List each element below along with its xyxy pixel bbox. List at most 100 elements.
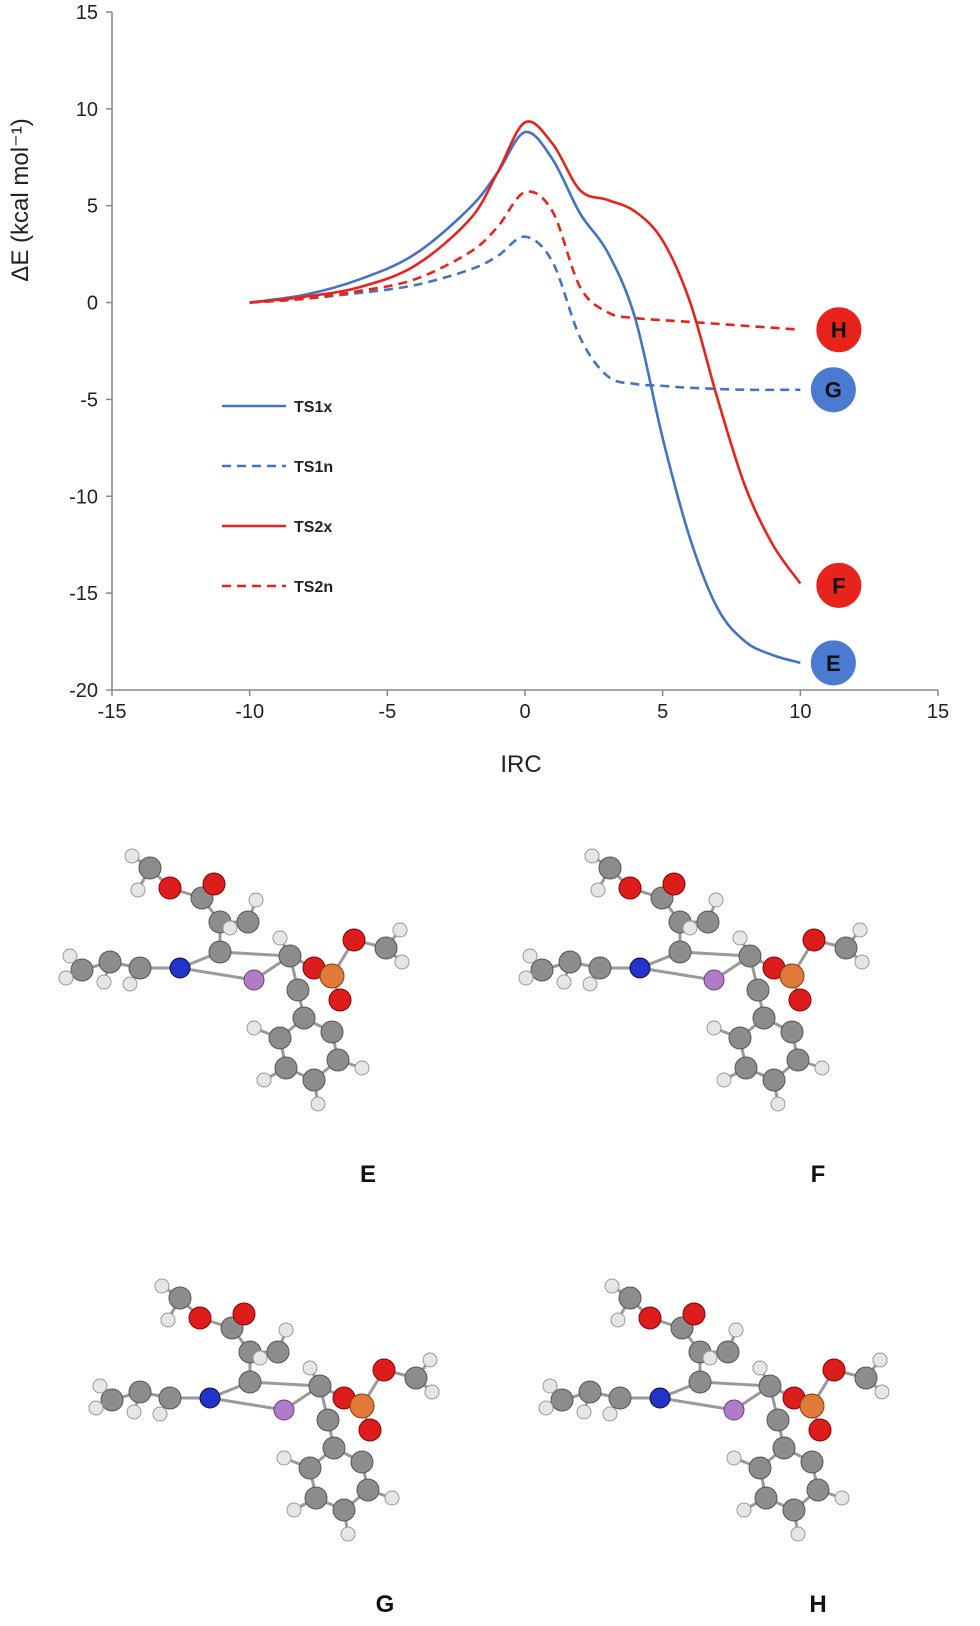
atom-h xyxy=(222,920,238,936)
atom-o xyxy=(158,876,182,900)
y-tick-label: 5 xyxy=(87,196,98,218)
atom-c xyxy=(298,1456,322,1480)
atom-h xyxy=(708,892,724,908)
atom-h xyxy=(852,922,868,938)
atom-h xyxy=(58,970,74,986)
atom-h xyxy=(152,1406,168,1422)
atom-n xyxy=(169,957,191,979)
atom-c xyxy=(588,956,612,980)
atom-li xyxy=(243,969,265,991)
atom-c xyxy=(268,1026,292,1050)
x-tick-label: -10 xyxy=(235,701,264,723)
atom-c xyxy=(404,1366,428,1390)
atom-p xyxy=(779,963,805,989)
atom-h xyxy=(124,848,140,864)
atom-o xyxy=(358,1418,382,1442)
atom-h xyxy=(834,1490,850,1506)
atom-c xyxy=(208,940,232,964)
atom-h xyxy=(790,1526,806,1542)
atom-h xyxy=(130,882,146,898)
atom-c xyxy=(762,1068,786,1092)
atom-h xyxy=(610,1312,626,1328)
atom-h xyxy=(702,1350,718,1366)
end-marker-e xyxy=(809,639,857,687)
bond xyxy=(679,950,751,958)
atom-c xyxy=(550,1388,574,1412)
atom-c xyxy=(278,944,302,968)
atom-h xyxy=(538,1400,554,1416)
legend-label-ts1x: TS1x xyxy=(294,399,332,416)
atom-o xyxy=(202,872,226,896)
atom-c xyxy=(158,1386,182,1410)
bond xyxy=(179,966,255,982)
atom-o xyxy=(618,876,642,900)
structure-f xyxy=(518,848,870,1112)
atom-o xyxy=(682,1302,706,1326)
atom-h xyxy=(556,974,572,990)
atom-c xyxy=(236,910,260,934)
atom-o xyxy=(788,988,812,1012)
atom-c xyxy=(780,1020,804,1044)
atom-h xyxy=(542,1378,558,1394)
atom-c xyxy=(766,1408,790,1432)
legend-label-ts1n: TS1n xyxy=(294,459,333,476)
end-marker-label: H xyxy=(831,318,847,343)
atom-o xyxy=(372,1358,396,1382)
atom-c xyxy=(374,936,398,960)
structure-label-f: F xyxy=(811,1161,826,1188)
atom-c xyxy=(806,1478,830,1502)
atom-c xyxy=(738,944,762,968)
atom-h xyxy=(604,1278,620,1294)
atom-c xyxy=(530,958,554,982)
atom-h xyxy=(590,882,606,898)
atom-c xyxy=(728,1026,752,1050)
atom-o xyxy=(808,1418,832,1442)
atom-h xyxy=(582,976,598,992)
end-marker-layer: H G F E xyxy=(809,306,863,687)
bond xyxy=(219,950,291,958)
atom-c xyxy=(98,950,122,974)
atom-h xyxy=(88,1400,104,1416)
atom-o xyxy=(188,1306,212,1330)
atom-c xyxy=(758,1374,782,1398)
atom-c xyxy=(800,1450,824,1474)
end-marker-label: G xyxy=(825,378,842,403)
atom-c xyxy=(128,1380,152,1404)
atom-c xyxy=(734,1056,758,1080)
atom-c xyxy=(286,978,310,1002)
atom-h xyxy=(278,1322,294,1338)
atom-c xyxy=(696,910,720,934)
x-tick-label: 5 xyxy=(657,701,668,723)
atom-o xyxy=(662,872,686,896)
atom-h xyxy=(814,1060,830,1076)
atom-c xyxy=(558,950,582,974)
y-axis-label: ΔE (kcal mol⁻¹) xyxy=(7,118,34,281)
end-marker-g xyxy=(809,366,857,414)
atom-c xyxy=(316,1408,340,1432)
atom-h xyxy=(522,948,538,964)
atom-c xyxy=(350,1450,374,1474)
y-tick-label: -5 xyxy=(80,389,98,411)
atom-h xyxy=(422,1352,438,1368)
atom-h xyxy=(770,1096,786,1112)
atom-o xyxy=(232,1302,256,1326)
atom-h xyxy=(726,1450,742,1466)
atom-h xyxy=(392,922,408,938)
atom-h xyxy=(874,1384,890,1400)
atom-c xyxy=(716,1340,740,1364)
atom-c xyxy=(834,936,858,960)
atom-h xyxy=(246,1020,262,1036)
molecular-structures xyxy=(58,848,890,1542)
atom-c xyxy=(618,1286,642,1310)
atom-li xyxy=(273,1399,295,1421)
legend-label-ts2x: TS2x xyxy=(294,519,332,536)
series-line-ts2n xyxy=(249,190,801,331)
atom-c xyxy=(772,1436,796,1460)
atom-h xyxy=(518,970,534,986)
atom-h xyxy=(126,1404,142,1420)
atom-c xyxy=(752,1006,776,1030)
y-axis-ticks: 15 10 5 0 -5 -10 -15 -20 xyxy=(69,2,112,702)
atom-c xyxy=(320,1020,344,1044)
